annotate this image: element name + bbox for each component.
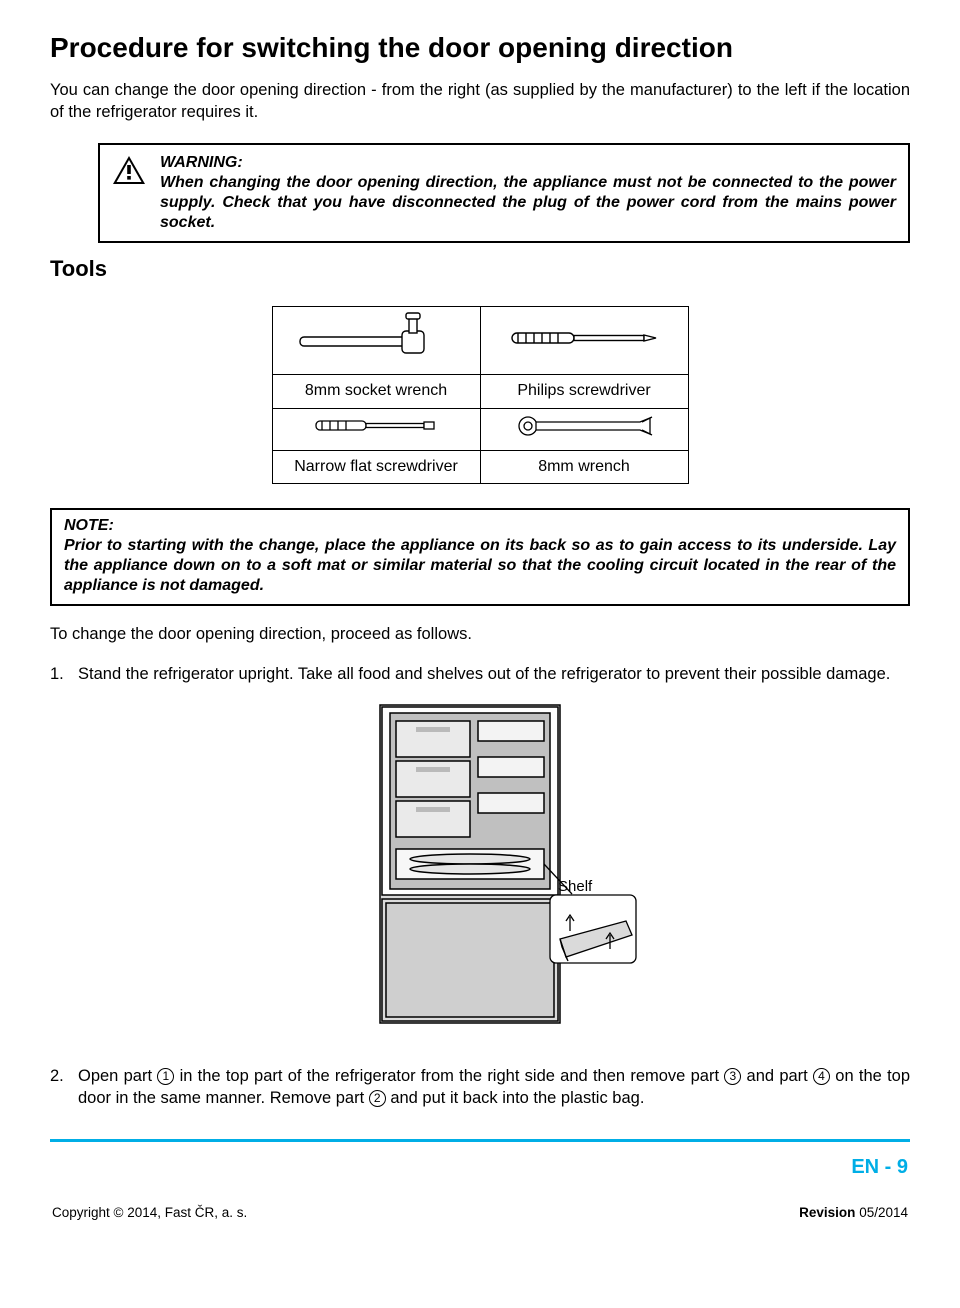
revision-text: Revision 05/2014: [799, 1204, 908, 1222]
part-4-icon: 4: [813, 1068, 830, 1085]
tool-label-philips: Philips screwdriver: [480, 374, 688, 408]
warning-icon: [112, 155, 148, 192]
tool-wrench-image: [480, 408, 688, 450]
footer-line: Copyright © 2014, Fast ČR, a. s. Revisio…: [50, 1204, 910, 1222]
step-2: 2. Open part 1 in the top part of the re…: [50, 1066, 910, 1109]
warning-heading: WARNING:: [160, 154, 243, 171]
part-1-icon: 1: [157, 1068, 174, 1085]
tools-table: 8mm socket wrench Philips screwdriver: [272, 306, 689, 485]
tool-flat-screwdriver-image: [272, 408, 480, 450]
warning-text: WARNING: When changing the door opening …: [160, 153, 896, 233]
warning-body: When changing the door opening direction…: [160, 174, 896, 231]
tool-label-socket-wrench: 8mm socket wrench: [272, 374, 480, 408]
tool-socket-wrench-image: [272, 306, 480, 374]
copyright-text: Copyright © 2014, Fast ČR, a. s.: [52, 1204, 247, 1222]
tool-label-flat: Narrow flat screwdriver: [272, 450, 480, 484]
part-2-icon: 2: [369, 1090, 386, 1107]
tool-philips-screwdriver-image: [480, 306, 688, 374]
tool-label-wrench: 8mm wrench: [480, 450, 688, 484]
footer-rule: [50, 1139, 910, 1142]
step-2-text: Open part 1 in the top part of the refri…: [78, 1066, 910, 1109]
step-2-number: 2.: [50, 1066, 78, 1109]
part-3-icon: 3: [724, 1068, 741, 1085]
note-box: NOTE: Prior to starting with the change,…: [50, 508, 910, 606]
intro-paragraph: You can change the door opening directio…: [50, 80, 910, 123]
shelf-label: Shelf: [558, 878, 593, 895]
step-1-text: Stand the refrigerator upright. Take all…: [78, 664, 890, 685]
step-1: 1. Stand the refrigerator upright. Take …: [50, 664, 910, 685]
note-heading: NOTE:: [64, 517, 114, 534]
page-title: Procedure for switching the door opening…: [50, 30, 910, 66]
step-1-number: 1.: [50, 664, 78, 685]
fridge-figure: Shelf: [50, 699, 910, 1036]
procedure-lead: To change the door opening direction, pr…: [50, 624, 910, 645]
page-number: EN - 9: [50, 1154, 910, 1180]
note-body: Prior to starting with the change, place…: [64, 537, 896, 594]
tools-heading: Tools: [50, 255, 910, 284]
warning-box: WARNING: When changing the door opening …: [98, 143, 910, 243]
